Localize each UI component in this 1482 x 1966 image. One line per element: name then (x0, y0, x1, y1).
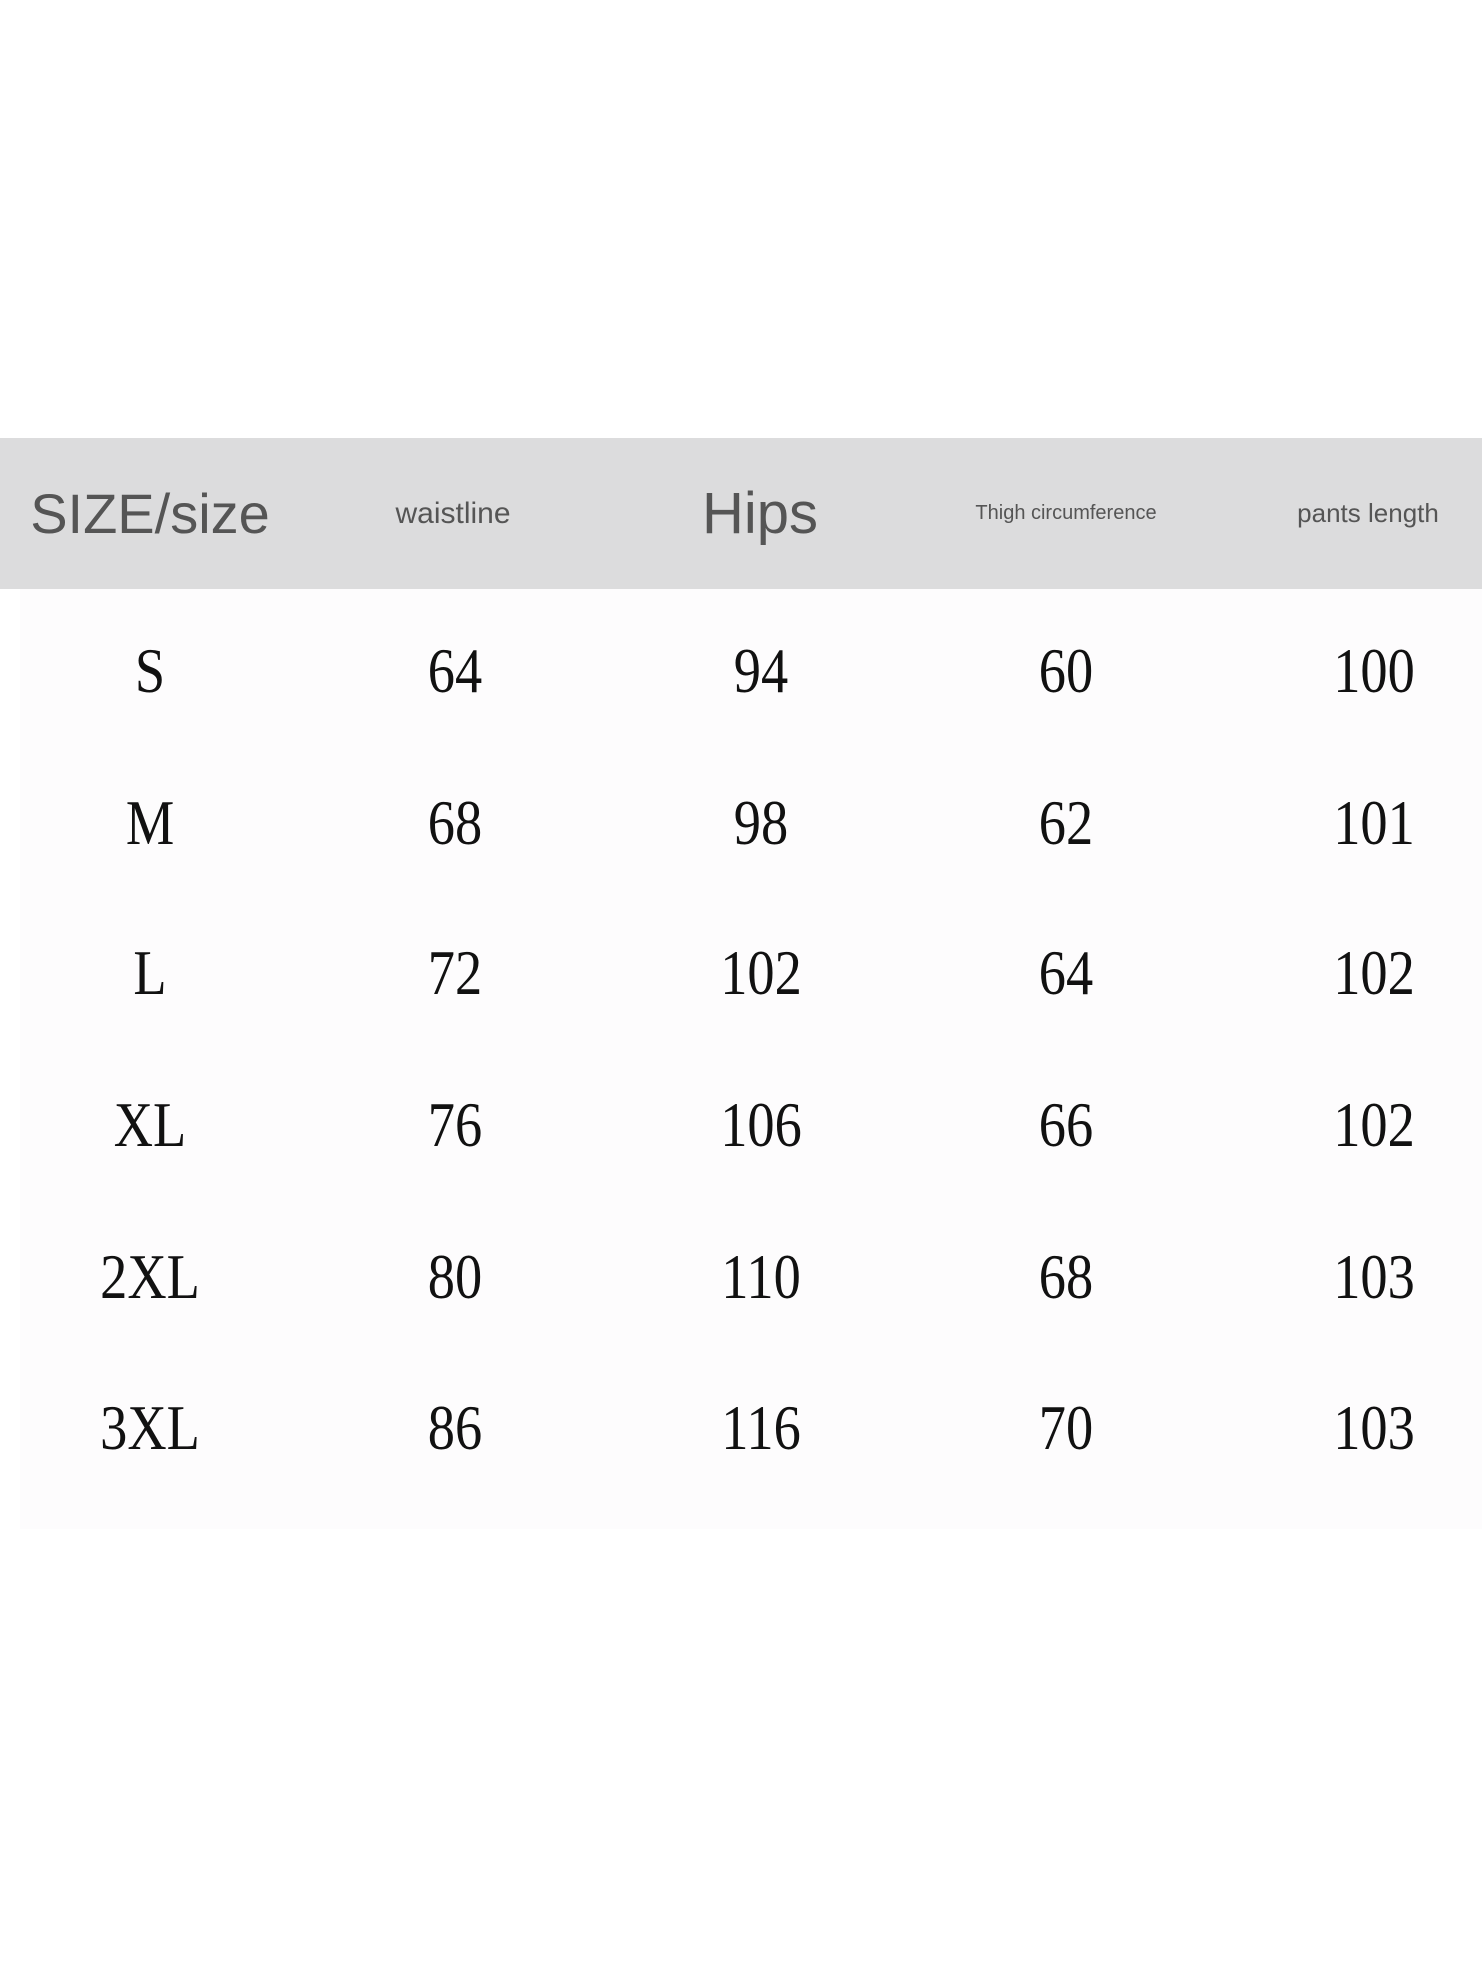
table-header: SIZE/size waistline Hips Thigh circumfer… (0, 438, 1482, 589)
header-size: SIZE/size (30, 482, 270, 545)
measurement-cell: 102 (1333, 1089, 1415, 1160)
measurement-cell: 102 (720, 937, 802, 1008)
measurement-cell: 100 (1333, 635, 1415, 706)
measurement-cell: 86 (427, 1392, 483, 1463)
measurement-cell: 103 (1333, 1392, 1415, 1463)
measurement-cell: 60 (1038, 635, 1094, 706)
header-hips: Hips (701, 481, 819, 546)
measurement-cell: 110 (721, 1241, 801, 1312)
size-label: S (134, 635, 166, 706)
measurement-cell: 72 (427, 937, 483, 1008)
size-label: 2XL (100, 1241, 200, 1312)
measurement-cell: 66 (1038, 1089, 1094, 1160)
size-label: L (133, 937, 167, 1008)
measurement-cell: 68 (1038, 1241, 1094, 1312)
table-body (20, 589, 1482, 1529)
header-pants-length: pants length (1297, 498, 1439, 528)
measurement-cell: 116 (721, 1392, 801, 1463)
measurement-cell: 64 (1038, 937, 1094, 1008)
measurement-cell: 101 (1333, 787, 1415, 858)
measurement-cell: 94 (733, 635, 789, 706)
measurement-cell: 64 (427, 635, 483, 706)
measurement-cell: 98 (733, 787, 789, 858)
measurement-cell: 102 (1333, 937, 1415, 1008)
measurement-cell: 62 (1038, 787, 1094, 858)
size-label: M (125, 787, 175, 858)
measurement-cell: 76 (427, 1089, 483, 1160)
measurement-cell: 80 (427, 1241, 483, 1312)
measurement-cell: 103 (1333, 1241, 1415, 1312)
header-thigh: Thigh circumference (975, 502, 1157, 524)
header-waistline: waistline (395, 496, 511, 530)
size-label: 3XL (100, 1392, 200, 1463)
measurement-cell: 106 (720, 1089, 802, 1160)
size-label: XL (113, 1089, 187, 1160)
measurement-cell: 68 (427, 787, 483, 858)
measurement-cell: 70 (1038, 1392, 1094, 1463)
